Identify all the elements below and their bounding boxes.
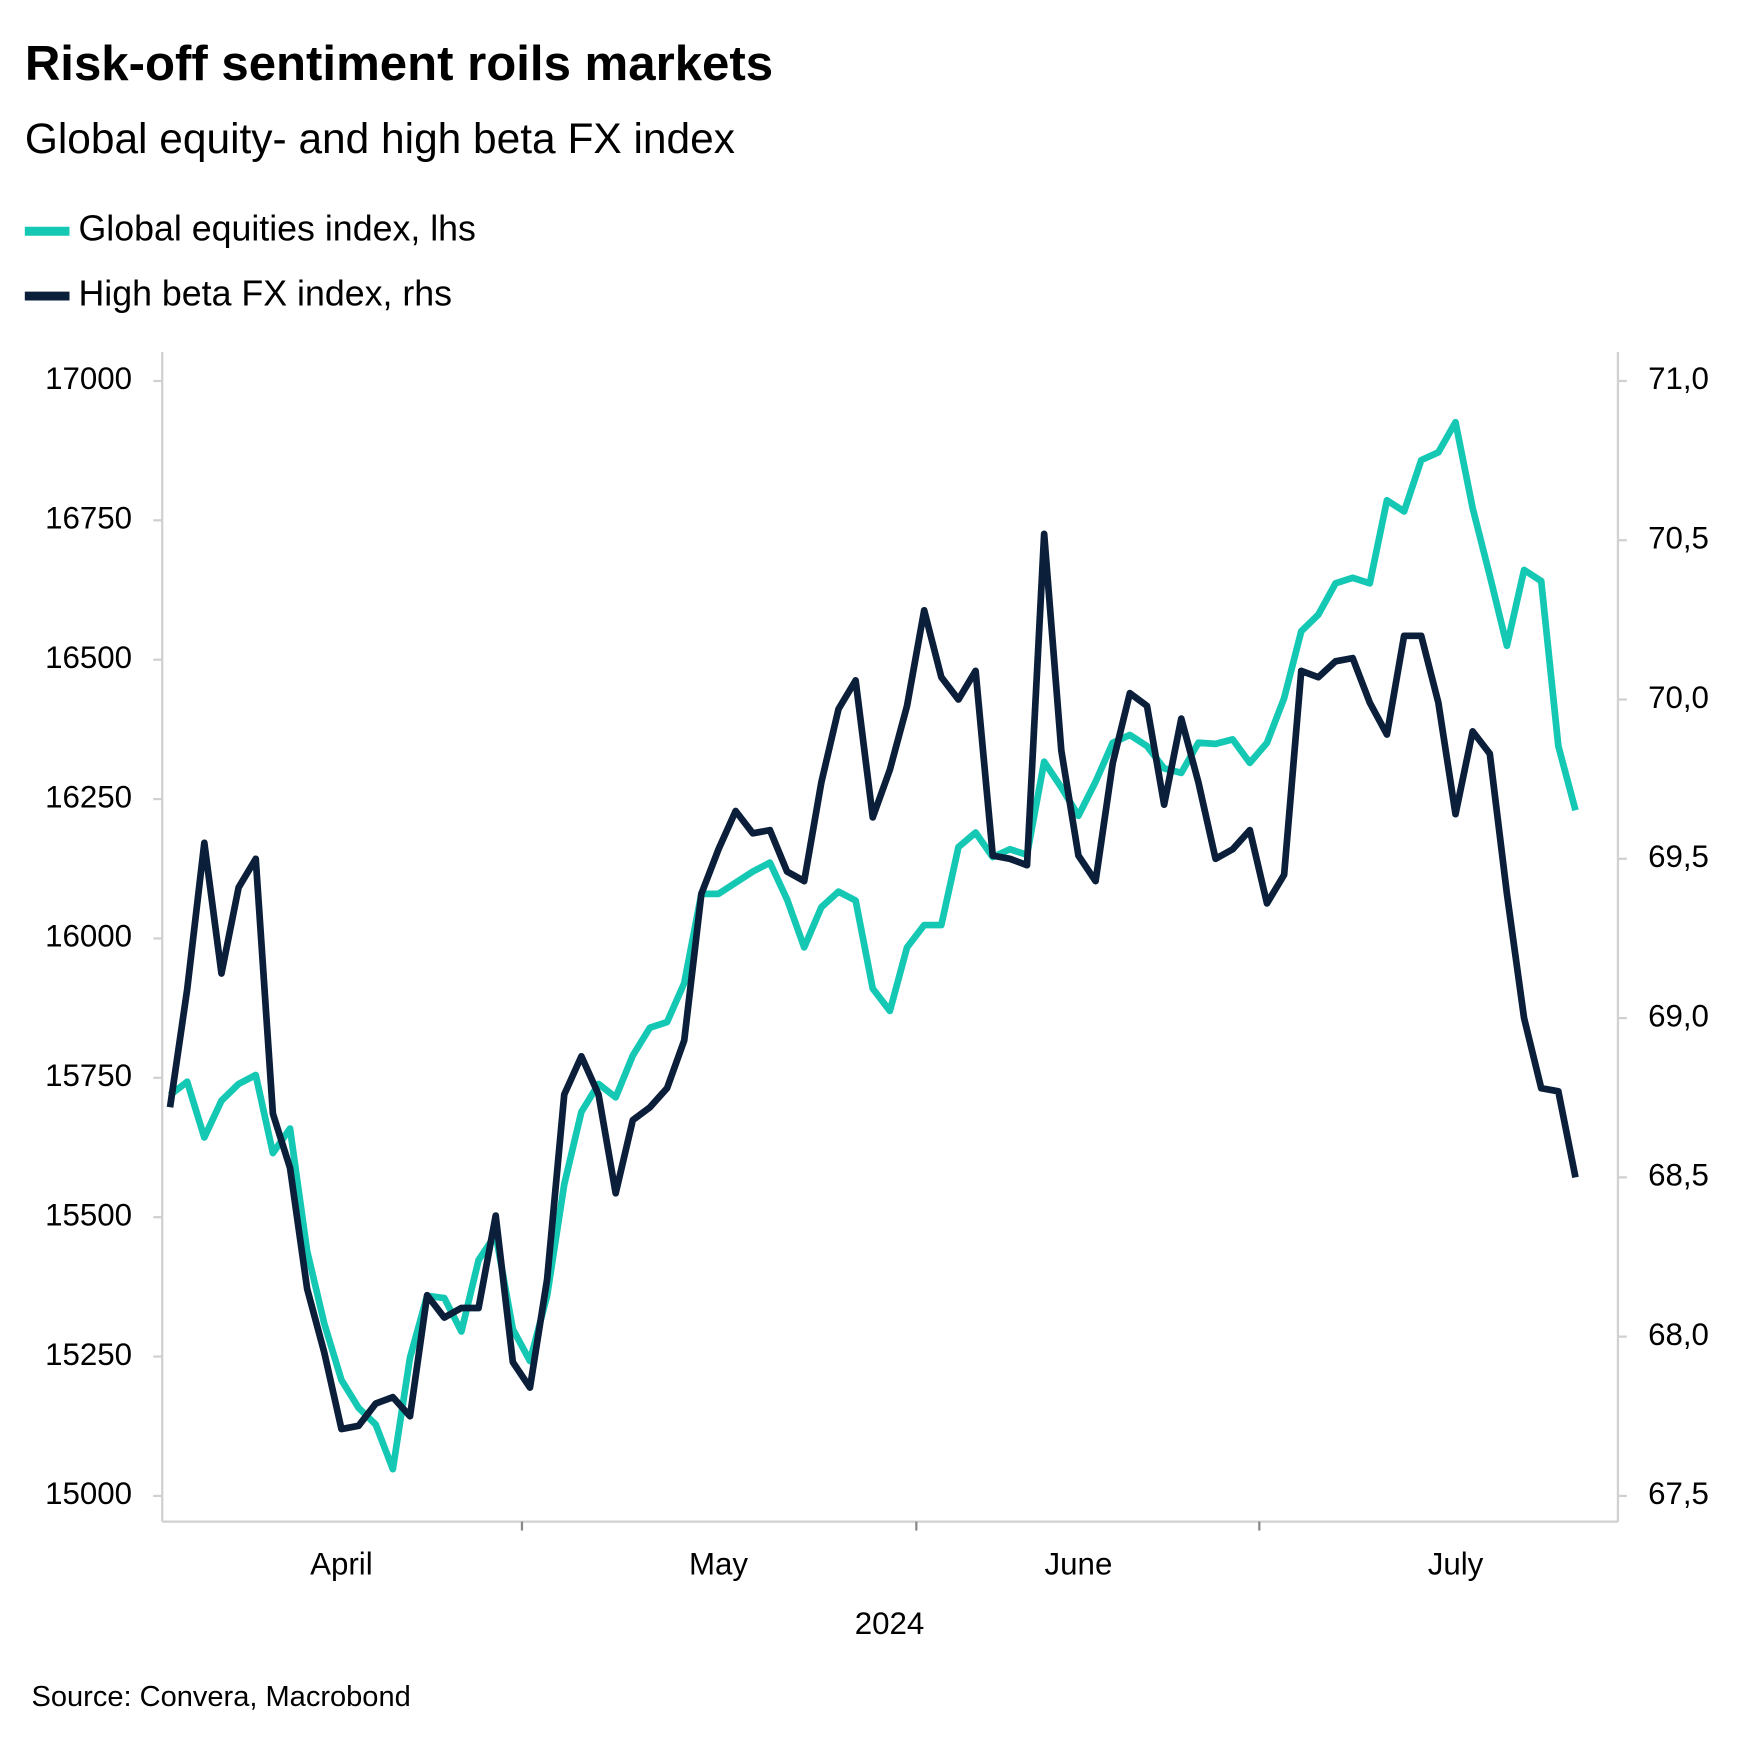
y2-tick-label: 68,0	[1648, 1317, 1709, 1352]
chart-subtitle: Global equity- and high beta FX index	[25, 115, 735, 162]
y-tick-label: 15250	[45, 1337, 132, 1372]
x-tick-label: June	[1045, 1547, 1113, 1582]
chart-title: Risk-off sentiment roils markets	[25, 37, 773, 91]
y2-tick-label: 69,0	[1648, 998, 1709, 1033]
source: Source: Convera, Macrobond	[32, 1681, 411, 1713]
y-tick-label: 16000	[45, 919, 132, 954]
y2-tick-label: 70,5	[1648, 521, 1709, 556]
x-tick-label: May	[689, 1547, 748, 1582]
y-tick-label: 17000	[45, 361, 132, 396]
x-tick-label: July	[1428, 1547, 1484, 1582]
y2-tick-label: 67,5	[1648, 1476, 1709, 1511]
y2-tick-label: 68,5	[1648, 1158, 1709, 1193]
series-line	[166, 530, 1579, 1433]
legend-label: Global equities index, lhs	[78, 209, 475, 249]
x-axis-label: 2024	[855, 1606, 925, 1641]
y2-tick-label: 69,5	[1648, 839, 1709, 874]
y2-tick-label: 70,0	[1648, 680, 1709, 715]
y-tick-label: 16250	[45, 779, 132, 814]
x-tick-label: April	[310, 1547, 373, 1582]
y-tick-label: 15000	[45, 1476, 132, 1511]
y-tick-label: 15750	[45, 1058, 132, 1093]
series-line	[167, 418, 1579, 1473]
y-tick-label: 16750	[45, 501, 132, 536]
frame	[161, 351, 1620, 1531]
y2-tick-label: 71,0	[1648, 361, 1709, 396]
y-tick-label: 16500	[45, 640, 132, 675]
y-tick-label: 15500	[45, 1197, 132, 1232]
legend-label: High beta FX index, rhs	[78, 273, 452, 313]
